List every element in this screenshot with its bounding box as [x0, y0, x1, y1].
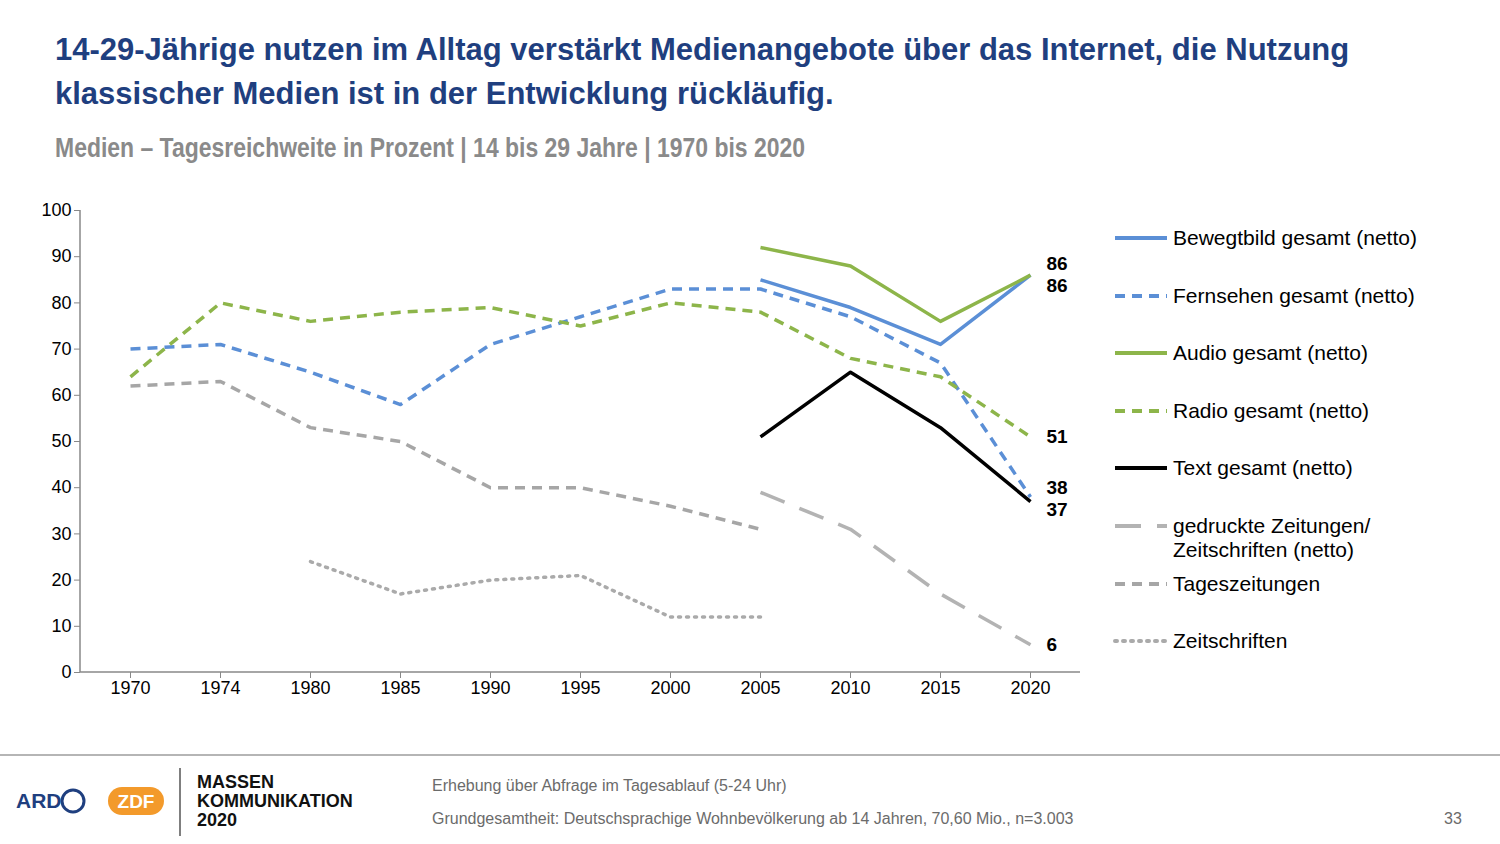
html-text:MASSEN: MASSEN	[197, 772, 274, 792]
html-text:gedruckte Zeitungen/: gedruckte Zeitungen/	[1173, 514, 1371, 537]
html-text:Medien – Tagesreichweite in Pr: Medien – Tagesreichweite in Prozent | 14…	[55, 132, 805, 163]
svg-text:6: 6	[1047, 634, 1058, 655]
svg-text:ZDF: ZDF	[118, 791, 155, 812]
svg-text:2000: 2000	[650, 678, 690, 698]
html-text:Zeitschriften: Zeitschriften	[1173, 629, 1288, 653]
svg-text:70: 70	[51, 339, 71, 359]
svg-text:2005: 2005	[740, 678, 780, 698]
svg-text:1985: 1985	[380, 678, 420, 698]
svg-text:2015: 2015	[920, 678, 960, 698]
html-text:Bewegtbild gesamt (netto): Bewegtbild gesamt (netto)	[1173, 226, 1417, 249]
html-text:2020: 2020	[197, 810, 237, 830]
svg-text:ARD: ARD	[16, 789, 62, 812]
html-text:Erhebung über Abfrage im Tages: Erhebung über Abfrage im Tagesablauf (5-…	[432, 777, 787, 794]
html-text:Grundgesamtheit: Deutschsprach: Grundgesamtheit: Deutschsprachige Wohnbe…	[432, 810, 1074, 827]
svg-text:50: 50	[51, 431, 71, 451]
html-text:33: 33	[1444, 810, 1462, 827]
html-text:Zeitschriften (netto): Zeitschriften (netto)	[1173, 538, 1354, 561]
svg-text:1980: 1980	[290, 678, 330, 698]
html-text:Radio gesamt (netto): Radio gesamt (netto)	[1173, 398, 1370, 422]
svg-text:51: 51	[1047, 426, 1069, 447]
svg-text:2010: 2010	[830, 678, 870, 698]
svg-text:100: 100	[41, 200, 71, 220]
svg-text:80: 80	[51, 293, 71, 313]
svg-text:38: 38	[1047, 477, 1068, 498]
svg-text:0: 0	[61, 662, 71, 682]
svg-text:86: 86	[1047, 275, 1068, 296]
svg-text:10: 10	[51, 616, 71, 636]
svg-text:2020: 2020	[1010, 678, 1050, 698]
svg-text:30: 30	[51, 524, 71, 544]
html-text:Text gesamt (netto): Text gesamt (netto)	[1173, 456, 1353, 480]
svg-text:90: 90	[51, 246, 71, 266]
html-text:Fernsehen gesamt (netto): Fernsehen gesamt (netto)	[1173, 283, 1415, 307]
svg-text:20: 20	[51, 570, 71, 590]
svg-text:37: 37	[1047, 499, 1068, 520]
html-text:Tageszeitungen: Tageszeitungen	[1173, 571, 1321, 595]
html-text:14-29-Jährige nutzen im Alltag: 14-29-Jährige nutzen im Alltag verstärkt…	[55, 32, 1350, 111]
svg-text:60: 60	[51, 385, 71, 405]
svg-text:1990: 1990	[470, 678, 510, 698]
svg-text:1970: 1970	[110, 678, 150, 698]
svg-text:86: 86	[1047, 253, 1068, 274]
html-text:KOMMUNIKATION: KOMMUNIKATION	[197, 791, 353, 811]
html-text:Audio gesamt (netto): Audio gesamt (netto)	[1173, 341, 1368, 365]
svg-text:1974: 1974	[200, 678, 240, 698]
svg-text:40: 40	[51, 477, 71, 497]
svg-text:1995: 1995	[560, 678, 600, 698]
